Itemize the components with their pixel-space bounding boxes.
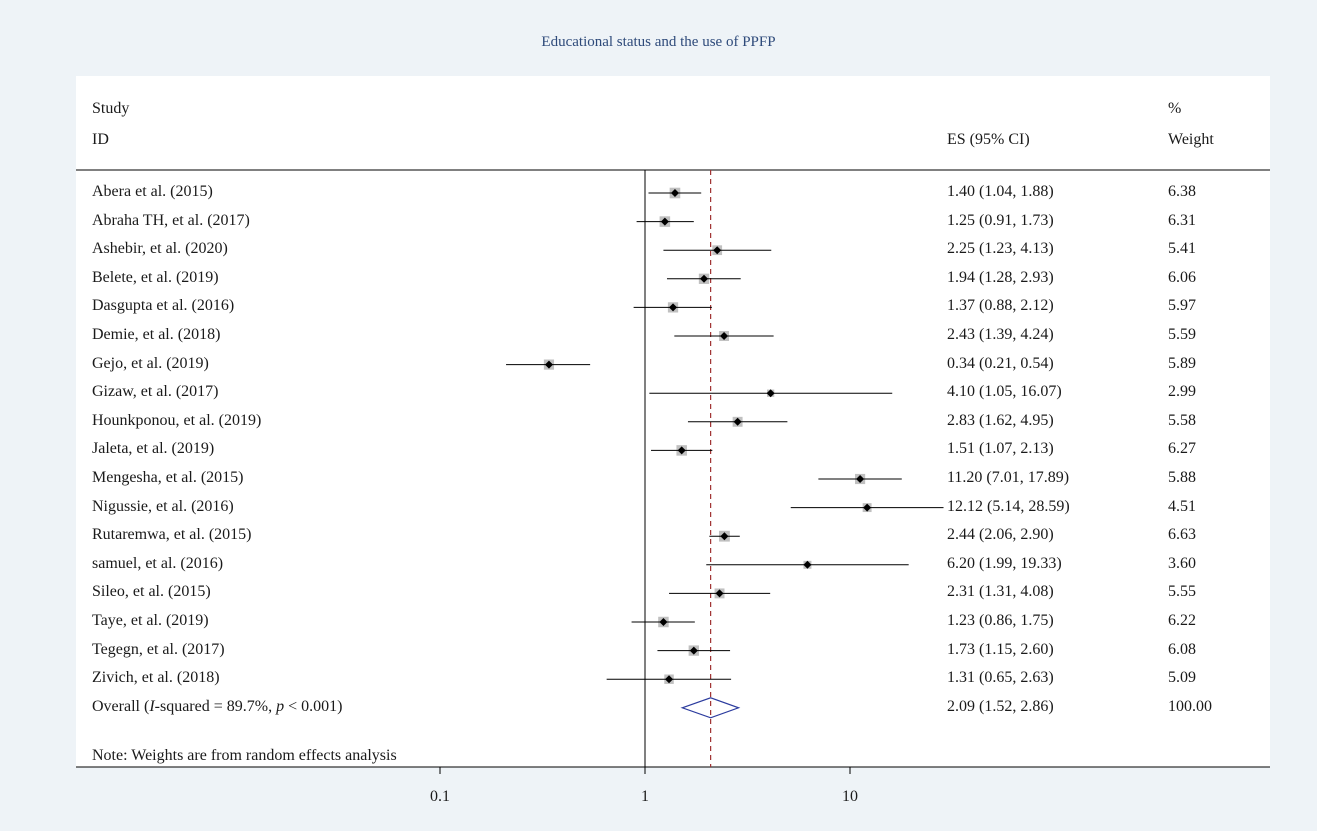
point-estimate <box>544 360 553 369</box>
study-weight: 6.22 <box>1168 612 1196 629</box>
study-weight: 6.27 <box>1168 440 1196 458</box>
study-label: Mengesha, et al. (2015) <box>92 469 244 486</box>
study-label: Jaleta, et al. (2019) <box>92 440 215 458</box>
study-es-ci: 2.43 (1.39, 4.24) <box>947 326 1054 343</box>
study-label: Hounkponou, et al. (2019) <box>92 411 262 429</box>
study-es-ci: 1.73 (1.15, 2.60) <box>947 640 1054 658</box>
x-tick-label: 0.1 <box>430 788 450 805</box>
header-id: ID <box>92 131 109 148</box>
study-label: Taye, et al. (2019) <box>92 612 209 629</box>
point-estimate <box>733 417 742 426</box>
x-tick-label: 10 <box>842 788 858 805</box>
header-weight: Weight <box>1168 131 1214 148</box>
point-estimate <box>766 389 775 398</box>
study-weight: 6.38 <box>1168 183 1196 200</box>
point-estimate <box>677 446 686 455</box>
study-es-ci: 1.25 (0.91, 1.73) <box>947 211 1054 229</box>
study-label: Gejo, et al. (2019) <box>92 354 209 372</box>
header-es: ES (95% CI) <box>947 131 1030 148</box>
study-label: Zivich, et al. (2018) <box>92 669 220 687</box>
study-label: Dasgupta et al. (2016) <box>92 297 235 315</box>
point-estimate <box>713 246 722 255</box>
overall-label: Overall (I-squared = 89.7%, p < 0.001) <box>92 697 343 715</box>
study-es-ci: 2.25 (1.23, 4.13) <box>947 240 1054 258</box>
study-label: Belete, et al. (2019) <box>92 268 219 286</box>
study-es-ci: 1.31 (0.65, 2.63) <box>947 669 1054 687</box>
study-es-ci: 11.20 (7.01, 17.89) <box>947 469 1070 486</box>
chart-title: Educational status and the use of PPFP <box>541 34 776 50</box>
study-label: Demie, et al. (2018) <box>92 326 221 343</box>
study-label: Gizaw, et al. (2017) <box>92 383 219 401</box>
study-weight: 6.63 <box>1168 526 1196 544</box>
study-weight: 5.89 <box>1168 354 1196 372</box>
study-es-ci: 1.51 (1.07, 2.13) <box>947 440 1054 458</box>
study-label: Sileo, et al. (2015) <box>92 583 211 601</box>
study-weight: 2.99 <box>1168 383 1196 401</box>
point-estimate <box>670 189 679 197</box>
point-estimate <box>720 532 729 541</box>
point-estimate <box>660 217 669 226</box>
study-es-ci: 1.40 (1.04, 1.88) <box>947 183 1054 200</box>
study-weight: 6.06 <box>1168 268 1196 286</box>
study-label: samuel, et al. (2016) <box>92 554 224 572</box>
study-es-ci: 0.34 (0.21, 0.54) <box>947 354 1054 372</box>
overall-weight: 100.00 <box>1168 697 1212 715</box>
overall-es-ci: 2.09 (1.52, 2.86) <box>947 697 1054 715</box>
study-weight: 5.58 <box>1168 411 1196 429</box>
point-estimate <box>863 503 872 512</box>
study-es-ci: 1.37 (0.88, 2.12) <box>947 297 1054 315</box>
point-estimate <box>720 332 729 340</box>
study-weight: 5.09 <box>1168 669 1196 687</box>
study-es-ci: 1.94 (1.28, 2.93) <box>947 268 1054 286</box>
study-weight: 5.59 <box>1168 326 1196 343</box>
point-estimate <box>715 589 724 598</box>
study-weight: 6.31 <box>1168 211 1196 229</box>
weights-note: Note: Weights are from random effects an… <box>92 747 397 764</box>
study-weight: 4.51 <box>1168 497 1196 515</box>
study-label: Abera et al. (2015) <box>92 183 213 200</box>
study-es-ci: 2.83 (1.62, 4.95) <box>947 411 1054 429</box>
study-es-ci: 6.20 (1.99, 19.33) <box>947 554 1062 572</box>
point-estimate <box>665 675 674 684</box>
study-weight: 3.60 <box>1168 554 1196 572</box>
study-es-ci: 1.23 (0.86, 1.75) <box>947 612 1054 629</box>
point-estimate <box>856 475 865 483</box>
point-estimate <box>803 560 812 569</box>
study-weight: 5.88 <box>1168 469 1196 486</box>
study-label: Ashebir, et al. (2020) <box>92 240 228 258</box>
study-weight: 5.97 <box>1168 297 1196 315</box>
study-weight: 5.41 <box>1168 240 1196 258</box>
study-label: Nigussie, et al. (2016) <box>92 497 234 515</box>
study-label: Rutaremwa, et al. (2015) <box>92 526 252 544</box>
header-percent: % <box>1168 100 1182 117</box>
overall-diamond <box>680 697 741 719</box>
point-estimate <box>689 646 698 655</box>
study-label: Tegegn, et al. (2017) <box>92 640 225 658</box>
study-weight: 6.08 <box>1168 640 1196 658</box>
point-estimate <box>669 303 678 312</box>
study-es-ci: 2.44 (2.06, 2.90) <box>947 526 1054 544</box>
study-es-ci: 12.12 (5.14, 28.59) <box>947 497 1070 515</box>
point-estimate <box>659 618 668 626</box>
point-estimate <box>699 274 708 283</box>
study-weight: 5.55 <box>1168 583 1196 601</box>
header-study: Study <box>92 100 130 117</box>
x-tick-label: 1 <box>641 788 649 805</box>
study-es-ci: 2.31 (1.31, 4.08) <box>947 583 1054 601</box>
study-es-ci: 4.10 (1.05, 16.07) <box>947 383 1062 401</box>
study-label: Abraha TH, et al. (2017) <box>92 211 250 229</box>
